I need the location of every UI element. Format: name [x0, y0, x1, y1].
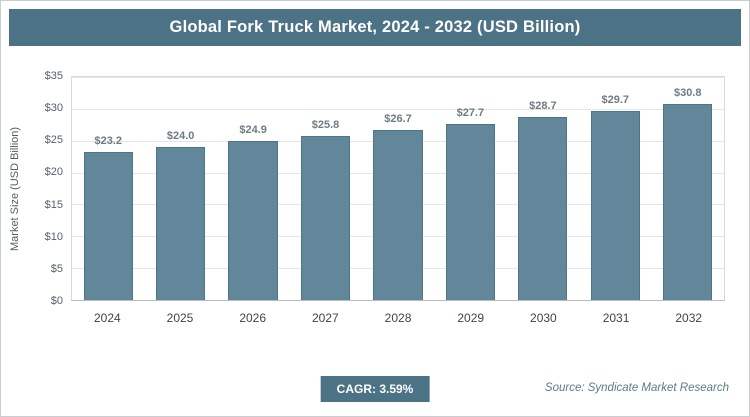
y-tick-label: $15 — [44, 198, 63, 211]
y-tick-label: $20 — [44, 166, 63, 179]
chart-title-bar: Global Fork Truck Market, 2024 - 2032 (U… — [9, 9, 741, 46]
bar-value-label: $26.7 — [384, 112, 412, 125]
y-tick-label: $0 — [50, 295, 63, 307]
x-tick-label: 2032 — [675, 311, 703, 325]
y-tick-label: $25 — [44, 134, 63, 147]
bar-value-label: $29.7 — [601, 93, 630, 106]
bar-cell: $23.2 — [72, 77, 144, 300]
cagr-badge: CAGR: 3.59% — [320, 376, 430, 402]
bar — [228, 141, 278, 300]
x-tick-label: 2024 — [93, 311, 121, 325]
y-axis-ticks: $0 $5 $10 $15 $20 $25 $30 $35 — [31, 70, 71, 307]
bar-cell: $30.8 — [652, 77, 724, 300]
bar — [373, 129, 423, 300]
bar-cell: $26.7 — [362, 77, 434, 300]
x-tick-label: 2026 — [239, 311, 267, 325]
bar-value-label: $24.0 — [166, 130, 195, 143]
bar-value-label: $28.7 — [529, 100, 557, 113]
x-tick-label: 2027 — [312, 311, 339, 325]
bar — [518, 117, 568, 300]
bars-container: $23.2 $24.0 $24.9 $25.8 $26.7 $27.7 $28.7 $29.7… — [72, 77, 724, 300]
y-tick-label: $5 — [50, 262, 63, 275]
y-tick-label: $35 — [44, 70, 63, 82]
y-tick-label: $10 — [44, 230, 63, 243]
chart-title: Global Fork Truck Market, 2024 - 2032 (U… — [169, 18, 581, 36]
bar-cell: $24.9 — [217, 77, 289, 300]
x-tick-label: 2029 — [457, 311, 485, 325]
x-tick-label: 2031 — [602, 311, 630, 325]
bar-cell: $27.7 — [434, 77, 506, 300]
bar-cell: $24.0 — [144, 77, 216, 300]
bar-value-label: $23.2 — [94, 135, 122, 148]
bar — [590, 110, 640, 300]
bar-value-label: $24.9 — [239, 124, 267, 137]
plot-area: $23.2 $24.0 $24.9 $25.8 $26.7 $27.7 $28.7 $29.7… — [71, 76, 725, 301]
x-tick-label: 2030 — [530, 311, 557, 325]
bar — [300, 135, 351, 300]
bar-cell: $29.7 — [579, 77, 651, 300]
bar — [445, 123, 496, 300]
bar — [83, 152, 133, 300]
y-axis-label: Market Size (USD Billion) — [9, 126, 21, 251]
x-axis-ticks: 2024 2025 2026 2027 2028 2029 2030 2031 2032 — [71, 301, 725, 335]
bar-value-label: $30.8 — [673, 86, 702, 99]
bar-value-label: $25.8 — [311, 118, 340, 131]
bar-cell: $25.8 — [289, 77, 361, 300]
bar — [156, 147, 206, 300]
y-tick-label: $30 — [44, 102, 63, 115]
source-text: Source: Syndicate Market Research — [544, 382, 729, 394]
chart-area: Market Size (USD Billion) $0 $5 $10 $15 $20 $… — [9, 70, 725, 335]
bar-cell: $28.7 — [507, 77, 579, 300]
bar-value-label: $27.7 — [456, 106, 485, 119]
x-tick-label: 2028 — [384, 311, 412, 325]
chart-footer: CAGR: 3.59% Source: Syndicate Market Res… — [9, 376, 741, 402]
bar — [663, 103, 713, 300]
gridline — [72, 108, 724, 110]
x-tick-label: 2025 — [166, 311, 194, 325]
gridline — [72, 77, 724, 78]
